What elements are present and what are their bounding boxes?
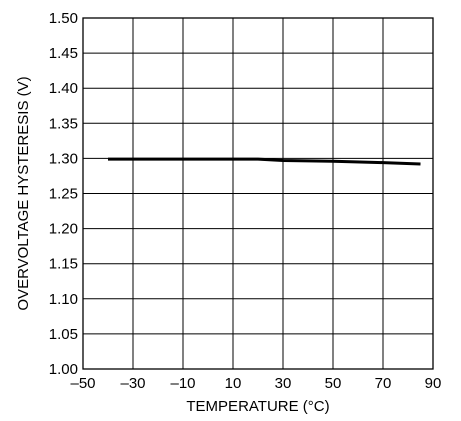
y-tick-label: 1.30	[49, 150, 78, 167]
x-tick-label: 10	[225, 375, 242, 392]
y-tick-label: 1.05	[49, 326, 78, 343]
series-group	[108, 157, 421, 166]
x-tick-label: –10	[170, 375, 195, 392]
y-tick-label: 1.35	[49, 115, 78, 132]
y-axis-label: OVERVOLTAGE HYSTERESIS (V)	[15, 76, 32, 310]
y-tick-label: 1.45	[49, 45, 78, 62]
y-tick-label: 1.15	[49, 256, 78, 273]
y-tick-label: 1.50	[49, 10, 78, 27]
x-tick-label: 90	[425, 375, 442, 392]
y-tick-label: 1.10	[49, 291, 78, 308]
plot-frame	[82, 17, 434, 370]
x-tick-label: –50	[70, 375, 95, 392]
grid	[83, 18, 433, 369]
y-tick-label: 1.25	[49, 186, 78, 203]
y-tick-label: 1.20	[49, 221, 78, 238]
y-tick-labels: 1.00 1.05 1.10 1.15 1.20 1.25 1.30 1.35 1.40 1.45…	[49, 10, 78, 378]
y-tick-label: 1.00	[49, 361, 78, 378]
x-tick-label: –30	[120, 375, 145, 392]
y-tick-label: 1.40	[49, 80, 78, 97]
x-tick-label: 30	[275, 375, 292, 392]
series-line	[108, 157, 421, 166]
x-axis-label: TEMPERATURE (°C)	[186, 398, 329, 415]
x-tick-labels: –50 –30 –10 10 30 50 70 90	[70, 375, 441, 392]
x-tick-label: 50	[325, 375, 342, 392]
x-tick-label: 70	[375, 375, 392, 392]
